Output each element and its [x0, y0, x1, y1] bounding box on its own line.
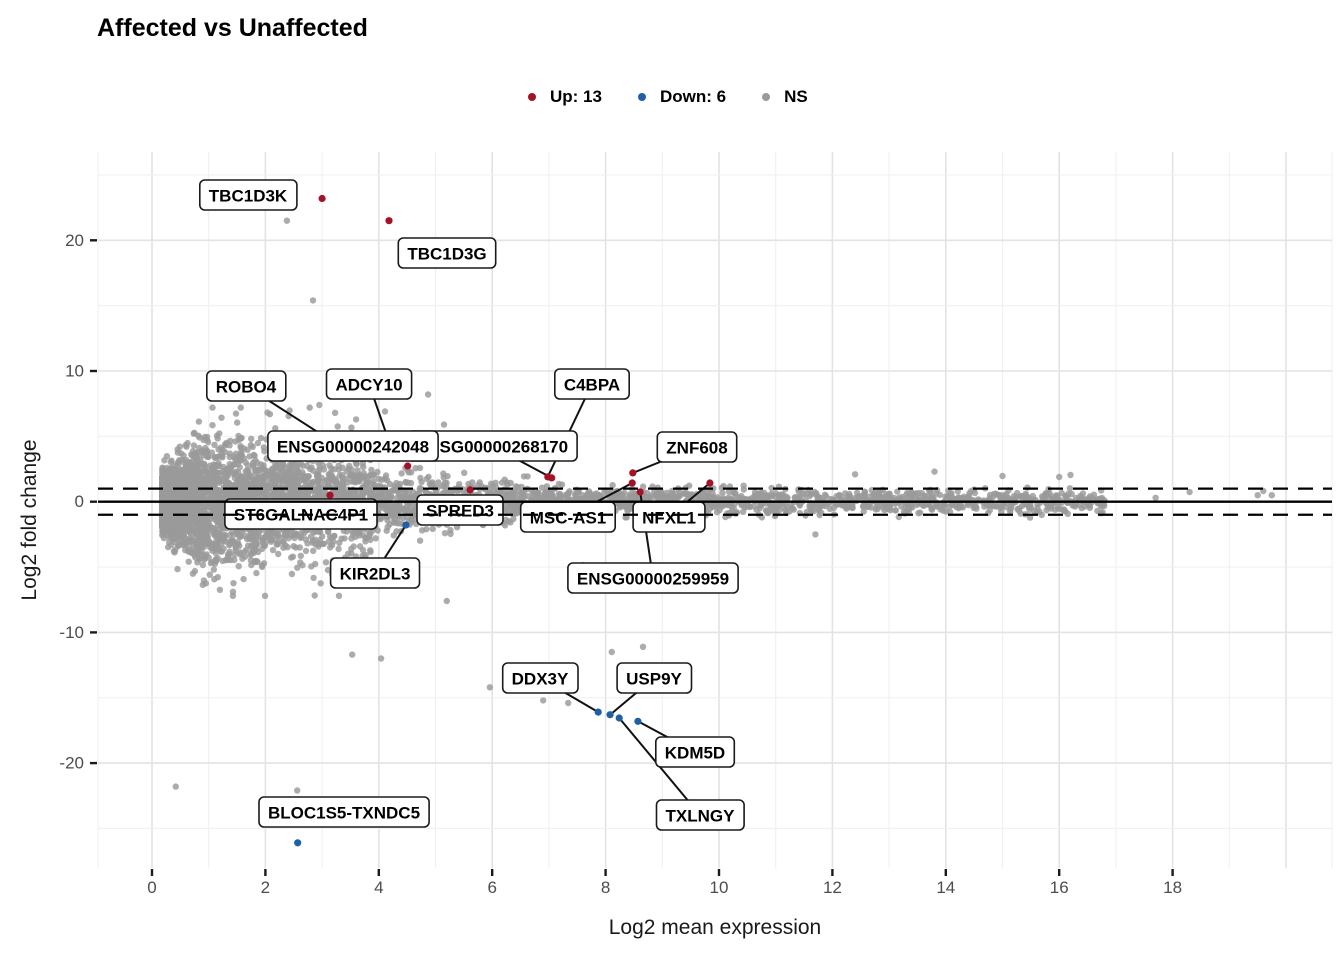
gene-point-bloc1s5-txndc5	[294, 839, 302, 847]
gene-label-c4bpa: C4BPA	[553, 368, 630, 400]
legend: Up: 13 Down: 6 NS	[528, 87, 808, 107]
gene-label-text: ZNF608	[666, 439, 727, 458]
y-tick-label: 0	[75, 492, 84, 511]
plot-title: Affected vs Unaffected	[97, 14, 368, 42]
x-tick-label: 18	[1163, 878, 1182, 897]
gene-label-ensg00000259959: ENSG00000259959	[567, 562, 739, 594]
gene-point-znf608	[629, 469, 637, 477]
legend-item-up: Up: 13	[528, 87, 602, 107]
x-tick-label: 0	[147, 878, 156, 897]
legend-item-ns: NS	[762, 87, 808, 107]
gene-label-text: SPRED3	[426, 502, 494, 521]
gene-label-text: DDX3Y	[512, 670, 569, 689]
gene-label-msc-as1: MSC-AS1	[519, 501, 617, 533]
gene-label-text: NFXL1	[642, 509, 696, 528]
legend-label-down: Down: 6	[659, 87, 727, 106]
legend-label-ns: NS	[784, 87, 808, 106]
gene-point-tbc1d3k	[318, 194, 326, 203]
gene-label-ddx3y: DDX3Y	[501, 662, 579, 694]
y-tick-label: 10	[65, 362, 84, 381]
gene-label-adcy10: ADCY10	[325, 368, 413, 400]
gene-label-kdm5d: KDM5D	[654, 736, 736, 768]
gene-label-tbc1d3g: TBC1D3G	[397, 237, 497, 269]
gene-point-nfxl1	[706, 479, 714, 487]
x-tick-label: 4	[374, 878, 383, 897]
gene-label-kir2dl3: KIR2DL3	[329, 557, 421, 589]
gene-point-ensg00000242048	[404, 462, 412, 470]
gene-label-ensg00000268170: ENSG00000268170	[406, 430, 578, 462]
gene-label-text: ENSG00000242048	[277, 438, 429, 457]
gene-label-nfxl1: NFXL1	[632, 501, 706, 533]
gene-point-ensg00000259959	[636, 488, 644, 496]
gene-label-text: USP9Y	[626, 670, 682, 689]
gene-point-ensg00000268170	[548, 474, 556, 482]
gene-label-text: KIR2DL3	[340, 565, 411, 584]
ns-legend-dot-icon	[762, 93, 771, 101]
gene-label-spred3: SPRED3	[416, 494, 504, 526]
legend-label-up: Up: 13	[550, 87, 602, 106]
y-tick-label: -20	[59, 754, 84, 773]
gene-label-tbc1d3k: TBC1D3K	[199, 179, 298, 211]
gene-point-kir2dl3	[402, 521, 410, 529]
gene-label-usp9y: USP9Y	[616, 662, 693, 694]
gene-point-spred3	[466, 486, 474, 494]
gene-point-msc-as1	[628, 479, 636, 487]
down-legend-dot-icon	[637, 93, 646, 101]
gene-label-ensg00000242048: ENSG00000242048	[267, 430, 439, 462]
gene-label-text: ROBO4	[216, 378, 277, 397]
y-tick-label: -10	[59, 623, 84, 642]
x-tick-label: 8	[601, 878, 610, 897]
gene-label-text: KDM5D	[665, 744, 725, 763]
gene-label-text: TXLNGY	[666, 807, 736, 826]
gene-label-text: TBC1D3G	[407, 245, 486, 264]
gene-label-text: C4BPA	[564, 376, 620, 395]
gene-label-robo4: ROBO4	[206, 370, 287, 402]
y-tick-label: 20	[65, 231, 84, 250]
gene-point-ddx3y	[594, 708, 602, 716]
legend-item-down: Down: 6	[637, 87, 727, 107]
x-tick-label: 6	[487, 878, 496, 897]
gene-point-st6galnac4p1	[326, 491, 334, 499]
gene-label-text: TBC1D3K	[209, 187, 288, 206]
gene-point-tbc1d3g	[385, 217, 393, 225]
x-tick-label: 16	[1050, 878, 1069, 897]
gene-point-kdm5d	[634, 717, 642, 725]
gene-label-text: ADCY10	[335, 376, 402, 395]
gene-label-text: MSC-AS1	[530, 509, 607, 528]
axes: 0 2 4 6 8 10 12 14 16 18 20 10 0 -10 -20	[59, 231, 1182, 897]
gene-label-txlngy: TXLNGY	[655, 799, 745, 831]
x-axis-title: Log2 mean expression	[608, 916, 822, 939]
gene-label-text: ENSG00000259959	[577, 570, 729, 589]
gene-label-text: BLOC1S5-TXNDC5	[268, 804, 420, 823]
gene-point-txlngy	[615, 714, 623, 722]
gene-label-znf608: ZNF608	[656, 431, 738, 463]
reference-lines	[98, 487, 1332, 516]
x-tick-label: 14	[936, 878, 955, 897]
gene-label-text: ENSG00000268170	[416, 438, 568, 457]
x-tick-label: 12	[823, 878, 842, 897]
gene-point-usp9y	[606, 711, 614, 719]
x-tick-label: 10	[710, 878, 729, 897]
x-tick-label: 2	[261, 878, 270, 897]
up-legend-dot-icon	[528, 93, 536, 101]
y-axis-title: Log2 fold change	[18, 439, 41, 601]
gene-label-bloc1s5-txndc5: BLOC1S5-TXNDC5	[258, 796, 430, 828]
